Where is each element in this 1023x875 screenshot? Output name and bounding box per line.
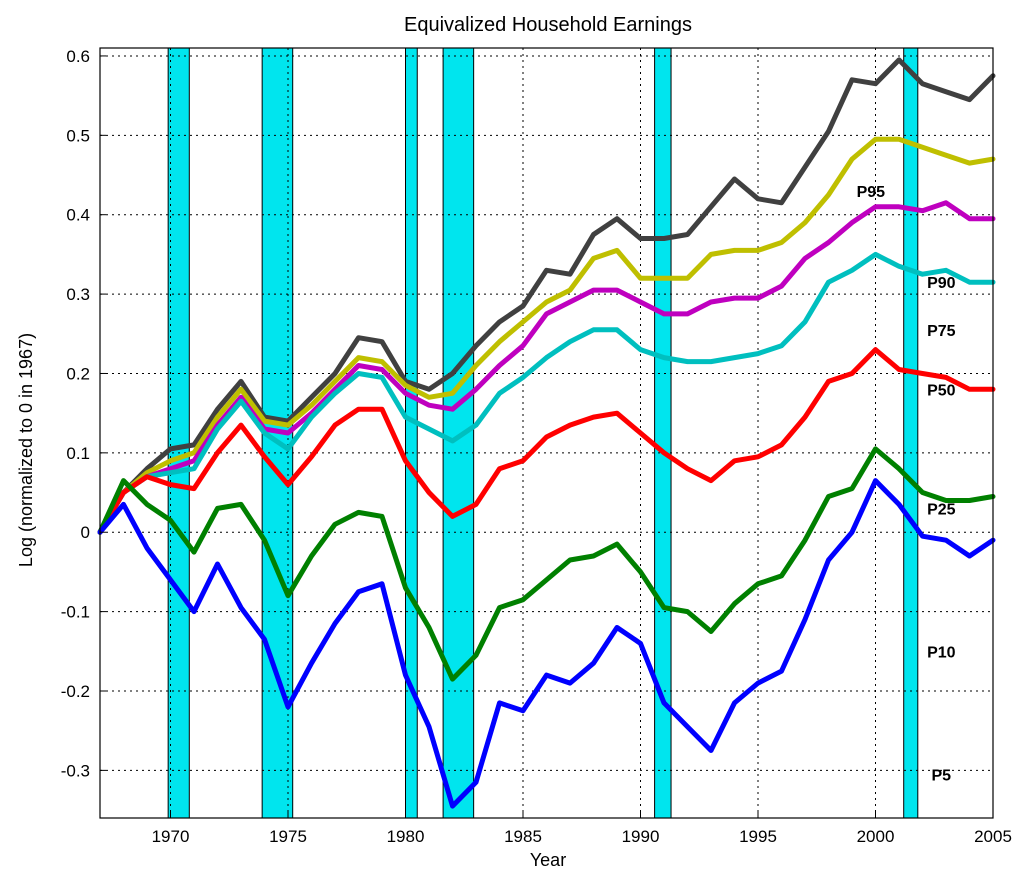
- y-tick-label: 0.2: [66, 364, 90, 383]
- series-labels: P95 P90 P75 P50 P25 P10 P5: [857, 184, 956, 784]
- y-tick-label: -0.3: [61, 761, 90, 780]
- y-axis-label: Log (normalized to 0 in 1967): [16, 333, 36, 567]
- y-tick-label: -0.1: [61, 603, 90, 622]
- x-tick-label: 1995: [739, 827, 777, 846]
- recession-band-4: [442, 47, 475, 819]
- series-label-p75: P75: [927, 323, 956, 340]
- series-line-p95: [97, 57, 996, 535]
- x-tick-label: 1990: [622, 827, 660, 846]
- series-line-p25: [97, 347, 996, 535]
- series-lines: [97, 57, 996, 809]
- y-tick-label: -0.2: [61, 682, 90, 701]
- series-line-p10: [97, 446, 996, 682]
- x-tick-label: 1980: [387, 827, 425, 846]
- x-axis-ticks: 1970 1975 1980 1985 1990 1995 2000 2005: [152, 812, 1012, 846]
- y-tick-label: 0.6: [66, 47, 90, 66]
- chart-title: Equivalized Household Earnings: [404, 14, 692, 36]
- recession-band-6: [903, 47, 919, 819]
- x-tick-label: 1970: [152, 827, 190, 846]
- x-tick-label: 2005: [974, 827, 1012, 846]
- series-label-p10: P10: [927, 644, 956, 661]
- plot-frame: [99, 47, 994, 819]
- y-tick-label: 0.3: [66, 285, 90, 304]
- grid-lines: [100, 48, 993, 818]
- series-label-p25: P25: [927, 501, 956, 518]
- x-tick-label: 2000: [857, 827, 895, 846]
- x-tick-label: 1975: [269, 827, 307, 846]
- x-axis-label: Year: [530, 850, 566, 870]
- series-line-p5: [97, 478, 996, 809]
- x-tick-label: 1985: [504, 827, 542, 846]
- series-label-p90: P90: [927, 275, 956, 292]
- recession-band-1: [167, 47, 190, 819]
- series-line-p50: [97, 251, 996, 535]
- y-tick-label: 0.5: [66, 126, 90, 145]
- y-tick-label: 0: [81, 523, 90, 542]
- series-label-p50: P50: [927, 382, 956, 399]
- series-label-p95: P95: [857, 184, 886, 201]
- y-tick-label: 0.1: [66, 444, 90, 463]
- y-axis-ticks: -0.3 -0.2 -0.1 0 0.1 0.2 0.3 0.4 0.5 0.6: [61, 47, 106, 780]
- y-tick-label: 0.4: [66, 206, 90, 225]
- series-line-p90: [97, 136, 996, 535]
- series-label-p5: P5: [932, 767, 952, 784]
